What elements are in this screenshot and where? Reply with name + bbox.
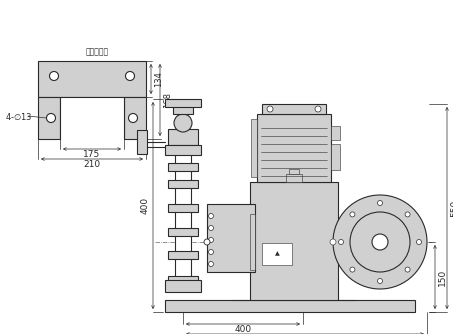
Text: 机座尺寸图: 机座尺寸图 bbox=[86, 47, 109, 56]
Bar bbox=[250, 182, 338, 300]
Circle shape bbox=[350, 267, 355, 272]
Bar bbox=[165, 99, 201, 107]
Text: ▲: ▲ bbox=[275, 252, 280, 257]
Circle shape bbox=[405, 212, 410, 217]
Text: 550: 550 bbox=[450, 199, 453, 217]
Circle shape bbox=[350, 212, 355, 217]
Bar bbox=[168, 251, 198, 259]
Circle shape bbox=[129, 114, 138, 123]
Bar bbox=[165, 280, 201, 292]
Bar bbox=[168, 228, 198, 236]
Bar bbox=[262, 243, 292, 265]
Circle shape bbox=[174, 114, 192, 132]
Text: 168: 168 bbox=[163, 92, 172, 108]
Bar bbox=[331, 144, 340, 170]
Circle shape bbox=[350, 212, 410, 272]
Bar bbox=[168, 180, 198, 188]
Circle shape bbox=[47, 114, 56, 123]
Bar bbox=[262, 104, 326, 114]
Circle shape bbox=[208, 249, 213, 255]
Bar bbox=[60, 97, 124, 139]
Bar bbox=[38, 61, 146, 97]
Bar bbox=[168, 204, 198, 212]
Text: 400: 400 bbox=[235, 325, 251, 334]
Bar bbox=[286, 174, 302, 182]
Bar bbox=[165, 145, 201, 155]
Bar bbox=[124, 97, 146, 139]
Text: 400: 400 bbox=[141, 197, 150, 214]
Circle shape bbox=[416, 239, 421, 244]
Circle shape bbox=[405, 267, 410, 272]
Bar bbox=[289, 169, 299, 174]
Circle shape bbox=[267, 106, 273, 112]
Bar bbox=[38, 97, 60, 139]
Bar bbox=[251, 119, 257, 177]
Text: 4-$\varnothing$13: 4-$\varnothing$13 bbox=[5, 111, 33, 122]
Text: 175: 175 bbox=[83, 150, 101, 159]
Bar bbox=[250, 214, 255, 270]
Circle shape bbox=[315, 106, 321, 112]
Bar bbox=[168, 276, 198, 284]
Text: 134: 134 bbox=[154, 71, 163, 87]
Text: 150: 150 bbox=[438, 269, 447, 286]
Bar bbox=[168, 129, 198, 145]
Circle shape bbox=[338, 239, 343, 244]
Bar bbox=[175, 147, 191, 280]
Circle shape bbox=[333, 195, 427, 289]
Bar bbox=[168, 163, 198, 171]
Bar bbox=[165, 300, 415, 312]
Bar bbox=[207, 204, 255, 272]
Circle shape bbox=[204, 239, 210, 245]
Circle shape bbox=[125, 71, 135, 80]
Bar bbox=[137, 130, 147, 154]
Circle shape bbox=[208, 262, 213, 267]
Bar bbox=[257, 114, 331, 182]
Circle shape bbox=[208, 237, 213, 242]
Circle shape bbox=[49, 71, 58, 80]
Text: 210: 210 bbox=[83, 160, 101, 169]
Bar bbox=[331, 126, 340, 140]
Circle shape bbox=[208, 225, 213, 230]
Bar bbox=[173, 104, 193, 114]
Circle shape bbox=[208, 213, 213, 218]
Circle shape bbox=[372, 234, 388, 250]
Circle shape bbox=[377, 279, 382, 284]
Circle shape bbox=[377, 200, 382, 205]
Circle shape bbox=[330, 239, 336, 245]
